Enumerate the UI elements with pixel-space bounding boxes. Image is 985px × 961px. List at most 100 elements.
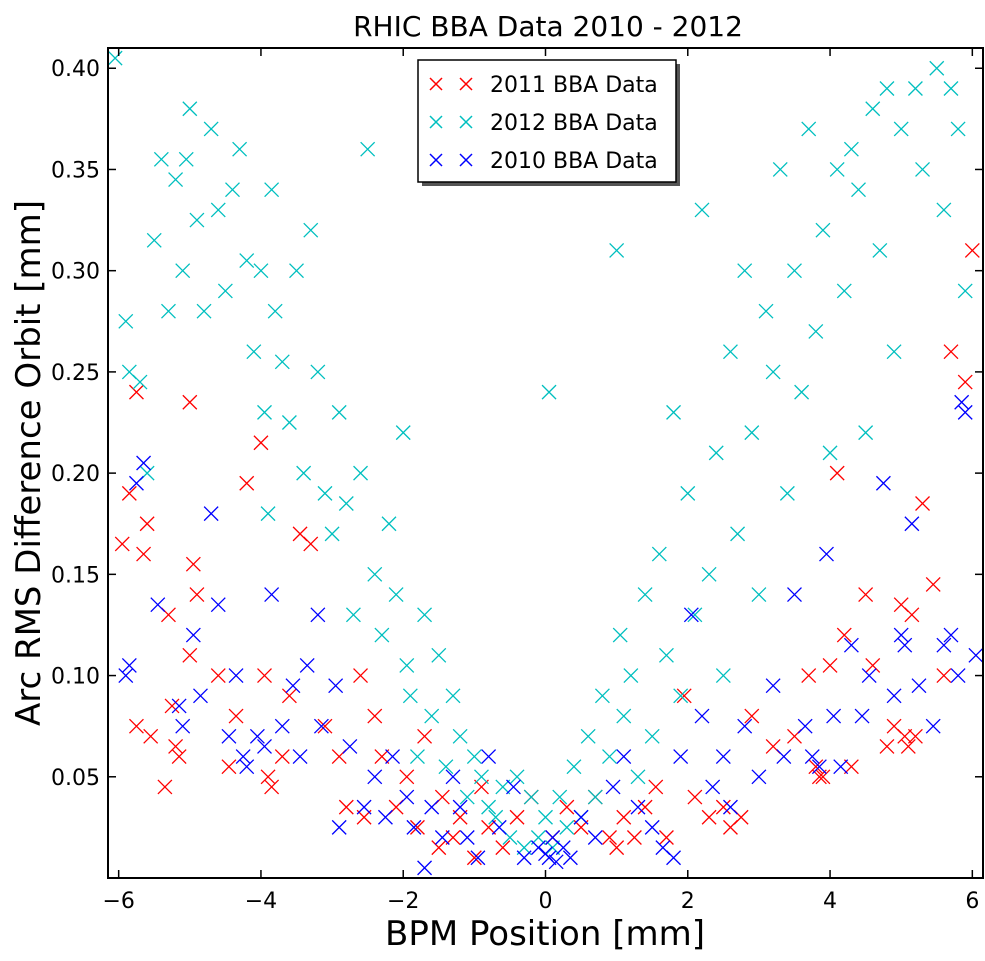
data-point: [680, 485, 696, 501]
data-point: [797, 718, 813, 734]
data-point: [566, 759, 582, 775]
data-point: [424, 799, 440, 815]
data-point: [299, 657, 315, 673]
data-point: [409, 749, 425, 764]
data-point: [495, 840, 511, 856]
x-tick-label: 4: [823, 889, 837, 914]
data-point: [285, 678, 301, 694]
data-point: [310, 364, 326, 380]
plot-area: [108, 50, 983, 876]
data-point: [708, 445, 724, 461]
legend-marker: [459, 115, 473, 129]
data-point: [264, 779, 280, 795]
data-point: [794, 384, 810, 400]
data-point: [616, 708, 632, 724]
data-point: [559, 799, 575, 815]
data-point: [957, 404, 973, 420]
chart-title: RHIC BBA Data 2010 - 2012: [353, 10, 743, 43]
data-point: [609, 242, 625, 258]
data-point: [257, 404, 272, 420]
data-point: [943, 81, 959, 96]
data-point: [826, 708, 842, 724]
data-point: [893, 627, 909, 643]
x-tick-label: 6: [965, 889, 979, 914]
legend-label: 2010 BBA Data: [490, 149, 658, 174]
data-point: [267, 303, 283, 319]
data-point: [915, 496, 930, 511]
data-point: [260, 769, 276, 785]
data-point: [317, 485, 333, 501]
data-point: [342, 738, 358, 754]
data-point: [228, 668, 244, 684]
data-point: [694, 202, 710, 218]
data-point: [683, 607, 699, 623]
data-point: [772, 162, 788, 177]
legend: 2011 BBA Data 2012 BBA Data 2010 BBA Data: [417, 59, 680, 186]
x-tick-label: 0: [539, 889, 553, 914]
data-point: [644, 728, 660, 744]
data-point: [232, 141, 248, 157]
data-point: [253, 263, 269, 279]
data-point: [239, 475, 255, 491]
data-point: [385, 749, 401, 764]
data-point: [136, 546, 152, 562]
data-point: [886, 688, 902, 704]
data-point: [388, 587, 404, 603]
data-point: [907, 81, 923, 96]
data-point: [178, 151, 194, 167]
data-point: [217, 283, 233, 299]
data-point: [260, 506, 276, 522]
data-point: [221, 759, 237, 775]
data-point: [854, 708, 870, 724]
data-point: [161, 303, 176, 319]
data-point: [587, 789, 603, 805]
data-point: [538, 809, 553, 825]
data-point: [431, 840, 447, 856]
data-point: [367, 566, 383, 582]
data-point: [146, 232, 162, 248]
legend-marker: [429, 153, 443, 167]
data-point: [836, 283, 852, 299]
data-point: [466, 749, 482, 764]
data-point: [171, 749, 187, 764]
data-point: [815, 769, 831, 785]
data-point: [751, 587, 767, 603]
data-point: [737, 263, 753, 279]
data-point: [722, 799, 738, 815]
data-point: [185, 556, 201, 572]
data-point: [395, 425, 411, 441]
data-point: [694, 708, 710, 724]
data-point: [225, 182, 240, 198]
y-tick-label: 0.30: [51, 260, 100, 285]
data-point: [235, 749, 251, 764]
series-2011-bba-data: [114, 242, 980, 866]
data-point: [399, 657, 415, 673]
data-point: [221, 728, 237, 744]
data-point: [904, 607, 920, 623]
data-point: [317, 718, 333, 734]
data-point: [730, 526, 746, 542]
data-point: [929, 60, 945, 76]
data-point: [587, 830, 603, 845]
data-point: [879, 81, 895, 96]
data-point: [506, 779, 521, 795]
data-point: [605, 779, 621, 795]
data-point: [616, 749, 632, 764]
axis-ticks: −6 −4 −2 0 2 4 6 0.05 0.10 0.15 0.20 0.25 0.30 0.35 0.…: [51, 48, 983, 914]
data-point: [925, 718, 941, 734]
data-point: [666, 404, 682, 420]
data-point: [943, 627, 959, 643]
data-point: [182, 647, 198, 663]
data-point: [459, 789, 475, 805]
data-point: [765, 364, 781, 380]
data-point: [438, 759, 454, 775]
data-point: [904, 516, 920, 532]
data-point: [171, 698, 187, 714]
data-point: [136, 455, 152, 471]
data-point: [751, 769, 767, 785]
data-point: [356, 799, 372, 815]
data-point: [658, 647, 674, 663]
data-point: [168, 172, 184, 188]
data-point: [139, 516, 155, 532]
data-point: [787, 587, 802, 603]
